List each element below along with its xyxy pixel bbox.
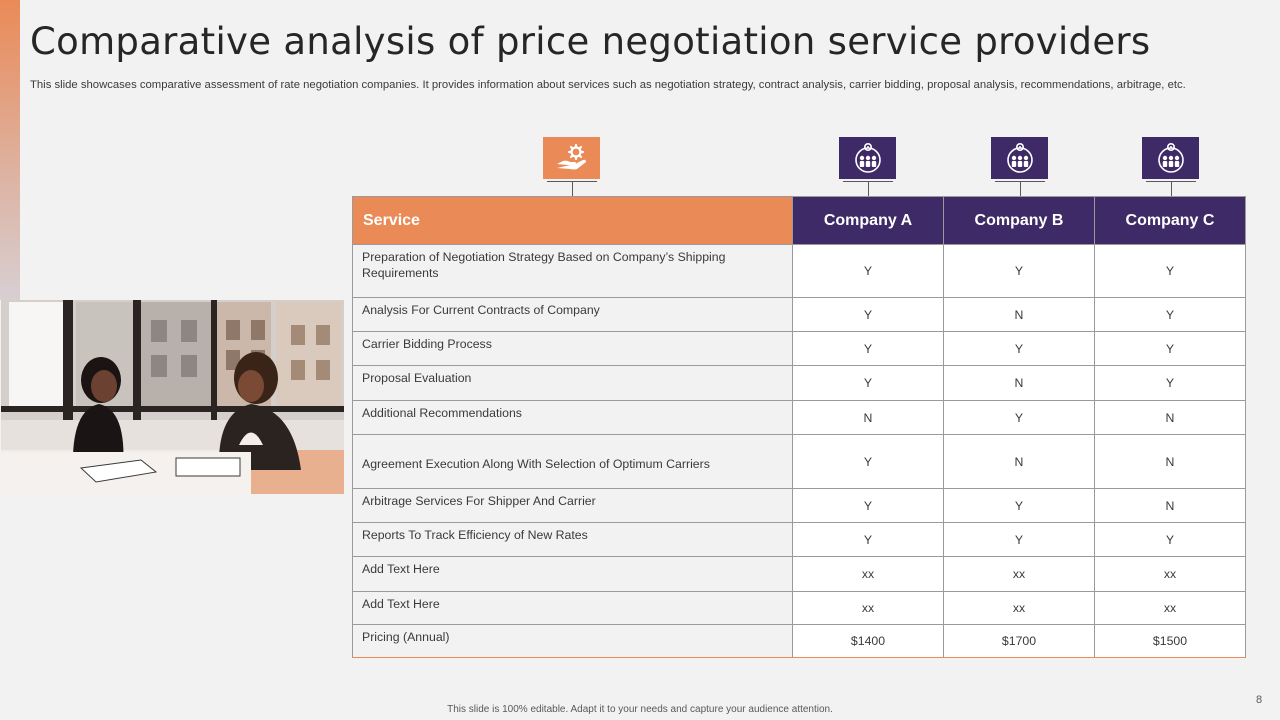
footer-note: This slide is 100% editable. Adapt it to… xyxy=(447,704,833,715)
service-cell: Pricing (Annual) xyxy=(352,624,793,658)
table-row: Carrier Bidding Process Y Y Y xyxy=(352,331,1246,366)
company-c-cell: Y xyxy=(1094,522,1246,557)
icon-underline xyxy=(547,181,597,182)
header-service: Service xyxy=(352,196,793,245)
team-globe-gear-icon xyxy=(839,137,896,179)
table-row: Reports To Track Efficiency of New Rates… xyxy=(352,522,1246,557)
icon-connector xyxy=(1170,182,1172,196)
table-row: Additional Recommendations N Y N xyxy=(352,400,1246,435)
company-a-cell: xx xyxy=(792,556,944,592)
meeting-photo xyxy=(1,300,344,494)
company-c-icon-group xyxy=(1142,137,1200,196)
table-row: Agreement Execution Along With Selection… xyxy=(352,434,1246,489)
icon-connector xyxy=(867,182,869,196)
table-row: Preparation of Negotiation Strategy Base… xyxy=(352,244,1246,298)
accent-bar xyxy=(0,0,20,300)
company-a-cell: $1400 xyxy=(792,624,944,658)
service-cell: Proposal Evaluation xyxy=(352,365,793,401)
company-c-cell: N xyxy=(1094,488,1246,523)
service-cell: Reports To Track Efficiency of New Rates xyxy=(352,522,793,557)
service-cell: Carrier Bidding Process xyxy=(352,331,793,366)
company-b-cell: Y xyxy=(943,400,1095,435)
company-b-cell: xx xyxy=(943,591,1095,625)
service-cell: Analysis For Current Contracts of Compan… xyxy=(352,297,793,332)
table-row: Pricing (Annual) $1400 $1700 $1500 xyxy=(352,624,1246,658)
company-b-cell: xx xyxy=(943,556,1095,592)
header-company-c: Company C xyxy=(1094,196,1246,245)
company-a-cell: Y xyxy=(792,244,944,298)
service-cell: Preparation of Negotiation Strategy Base… xyxy=(352,244,793,298)
slide-subtitle: This slide showcases comparative assessm… xyxy=(30,79,1186,91)
service-cell: Add Text Here xyxy=(352,556,793,592)
company-b-cell: Y xyxy=(943,331,1095,366)
company-b-cell: N xyxy=(943,365,1095,401)
company-b-cell: N xyxy=(943,297,1095,332)
company-c-cell: $1500 xyxy=(1094,624,1246,658)
company-c-cell: xx xyxy=(1094,556,1246,592)
company-c-cell: xx xyxy=(1094,591,1246,625)
table-row: Add Text Here xx xx xx xyxy=(352,556,1246,592)
company-c-cell: Y xyxy=(1094,297,1246,332)
table-row: Proposal Evaluation Y N Y xyxy=(352,365,1246,401)
company-a-cell: Y xyxy=(792,331,944,366)
company-c-cell: N xyxy=(1094,400,1246,435)
team-globe-gear-icon xyxy=(1142,137,1199,179)
table-row: Analysis For Current Contracts of Compan… xyxy=(352,297,1246,332)
icon-underline xyxy=(1146,181,1196,182)
comparison-table: Service Company A Company B Company C Pr… xyxy=(352,196,1246,658)
company-b-cell: Y xyxy=(943,244,1095,298)
company-c-cell: Y xyxy=(1094,365,1246,401)
table-row: Arbitrage Services For Shipper And Carri… xyxy=(352,488,1246,523)
company-c-cell: Y xyxy=(1094,244,1246,298)
company-b-cell: Y xyxy=(943,522,1095,557)
service-cell: Additional Recommendations xyxy=(352,400,793,435)
header-company-b: Company B xyxy=(943,196,1095,245)
service-icon-group xyxy=(543,137,601,196)
company-a-cell: xx xyxy=(792,591,944,625)
page-number: 8 xyxy=(1256,694,1263,706)
service-cell: Add Text Here xyxy=(352,591,793,625)
service-cell: Arbitrage Services For Shipper And Carri… xyxy=(352,488,793,523)
icon-connector xyxy=(1019,182,1021,196)
company-a-cell: Y xyxy=(792,297,944,332)
company-a-cell: Y xyxy=(792,434,944,489)
icon-underline xyxy=(995,181,1045,182)
slide-title: Comparative analysis of price negotiatio… xyxy=(30,20,1151,63)
table-row: Add Text Here xx xx xx xyxy=(352,591,1246,625)
company-a-icon-group xyxy=(839,137,897,196)
table-header-row: Service Company A Company B Company C xyxy=(352,196,1246,245)
icon-connector xyxy=(571,182,573,196)
hand-gear-icon xyxy=(543,137,600,179)
company-a-cell: Y xyxy=(792,365,944,401)
icon-underline xyxy=(843,181,893,182)
company-a-cell: Y xyxy=(792,522,944,557)
company-c-cell: Y xyxy=(1094,331,1246,366)
company-a-cell: Y xyxy=(792,488,944,523)
company-b-cell: $1700 xyxy=(943,624,1095,658)
service-cell: Agreement Execution Along With Selection… xyxy=(352,434,793,489)
company-b-icon-group xyxy=(991,137,1049,196)
team-globe-gear-icon xyxy=(991,137,1048,179)
header-company-a: Company A xyxy=(792,196,944,245)
company-a-cell: N xyxy=(792,400,944,435)
company-b-cell: N xyxy=(943,434,1095,489)
company-c-cell: N xyxy=(1094,434,1246,489)
company-b-cell: Y xyxy=(943,488,1095,523)
